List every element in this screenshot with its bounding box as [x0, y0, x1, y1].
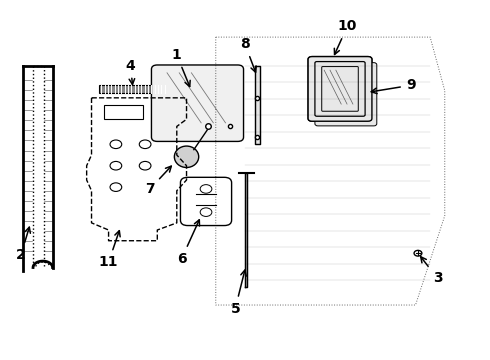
Text: 8: 8 [240, 37, 256, 72]
Text: 10: 10 [334, 19, 357, 54]
FancyBboxPatch shape [308, 57, 372, 121]
Text: 5: 5 [230, 270, 246, 316]
Polygon shape [255, 66, 260, 144]
Text: 3: 3 [421, 257, 442, 285]
FancyBboxPatch shape [308, 57, 372, 121]
FancyBboxPatch shape [151, 65, 244, 141]
Text: 11: 11 [99, 231, 120, 269]
FancyBboxPatch shape [315, 63, 377, 126]
Text: 9: 9 [371, 78, 416, 94]
Text: 2: 2 [16, 227, 30, 262]
Text: 1: 1 [172, 48, 190, 86]
Bar [104, 105, 143, 119]
Polygon shape [245, 173, 247, 287]
Text: 6: 6 [177, 220, 199, 266]
Text: 7: 7 [145, 166, 172, 196]
Text: 4: 4 [125, 59, 135, 85]
FancyBboxPatch shape [315, 61, 366, 117]
Ellipse shape [174, 146, 199, 167]
Bar [99, 85, 167, 93]
